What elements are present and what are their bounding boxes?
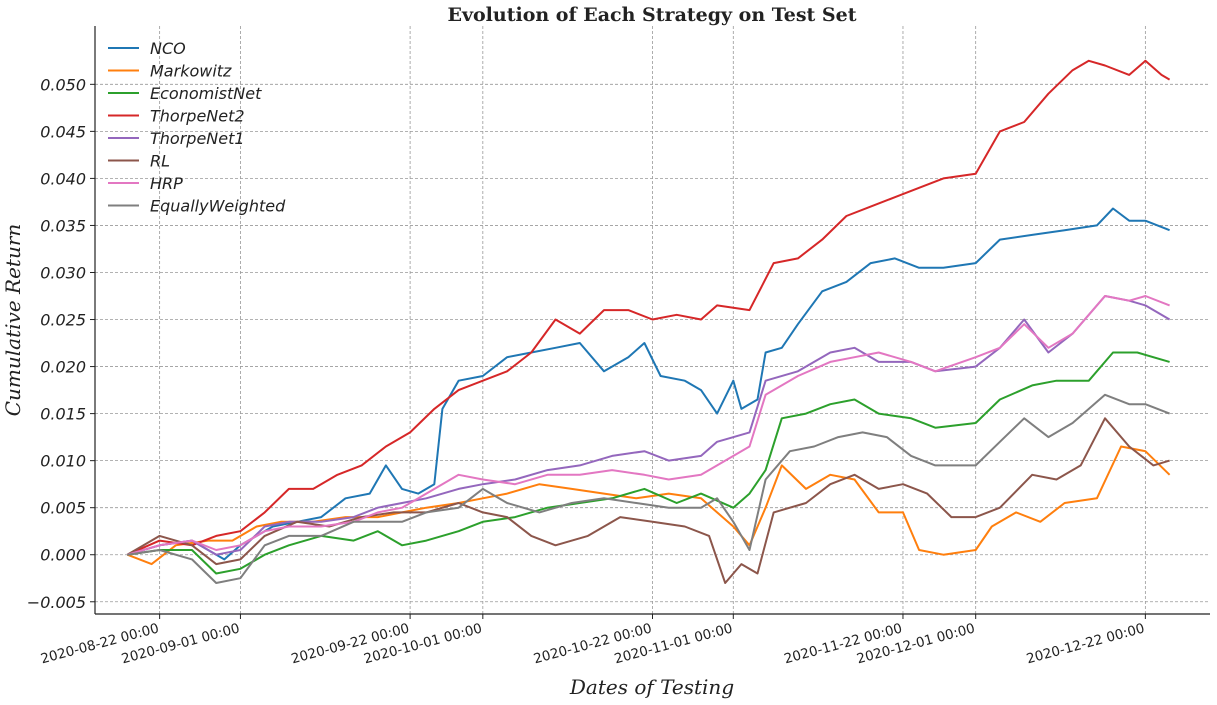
legend: NCO Markowitz EconomistNet ThorpeNet2 Thorpe… [108, 39, 286, 216]
x-axis-label: Dates of Testing [569, 675, 734, 699]
legend-label: ThorpeNet1 [150, 129, 245, 148]
series-layer [126, 59, 1171, 584]
legend-label: RL [150, 152, 170, 171]
y-tick-label: 0.030 [40, 263, 86, 282]
y-tick-label: 0.005 [40, 499, 86, 518]
legend-label: Markowitz [150, 62, 232, 81]
y-tick-label: −0.005 [27, 593, 86, 612]
series-line-thorpenet2 [126, 59, 1171, 556]
series-line-rl [126, 417, 1170, 584]
y-tick-label: 0.000 [40, 546, 86, 565]
legend-label: HRP [150, 174, 183, 193]
chart-title: Evolution of Each Strategy on Test Set [447, 4, 856, 26]
series-line-hrp [127, 295, 1170, 556]
x-tick-label: 2020-12-22 00:00 [1025, 620, 1147, 667]
legend-label: EquallyWeighted [150, 197, 286, 216]
y-tick-label: 0.050 [40, 75, 86, 94]
y-tick-label: 0.020 [40, 358, 86, 377]
y-axis-label: Cumulative Return [1, 224, 25, 417]
series-line-nco [127, 207, 1170, 561]
series-line-equallyweighted [127, 393, 1170, 584]
legend-label: ThorpeNet2 [150, 107, 245, 126]
y-tick-label: 0.015 [40, 405, 86, 424]
y-tick-label: 0.035 [40, 216, 86, 235]
series-line-economistnet [127, 351, 1170, 575]
y-tick-label: 0.040 [40, 169, 86, 188]
y-tick-label: 0.045 [40, 122, 86, 141]
legend-label: EconomistNet [150, 84, 262, 103]
y-tick-labels: −0.005 0.000 0.005 0.010 0.015 0.020 0.025 0.03… [27, 75, 95, 612]
legend-label: NCO [150, 39, 186, 58]
y-tick-label: 0.010 [40, 452, 86, 471]
y-tick-label: 0.025 [40, 311, 86, 330]
